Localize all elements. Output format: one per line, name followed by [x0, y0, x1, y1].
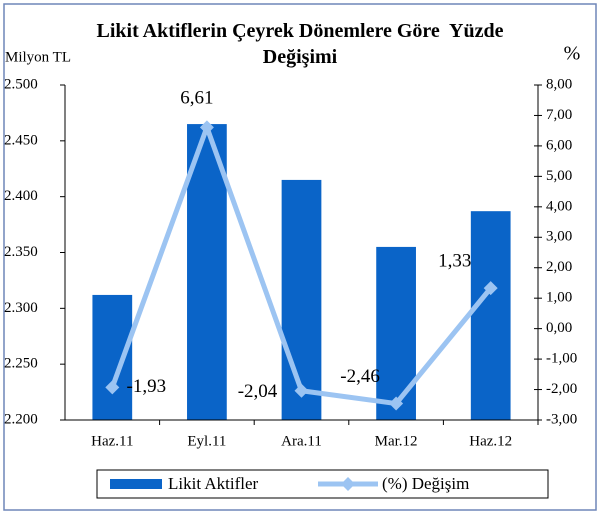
bar — [376, 246, 416, 420]
y2-tick-label: 7,00 — [546, 107, 572, 123]
x-tick-label: Ara.11 — [281, 433, 322, 449]
y-tick-label: 2.450 — [4, 132, 38, 148]
bar — [470, 211, 511, 420]
y-tick-label: 2.400 — [4, 188, 38, 204]
y-tick-label: 2.300 — [4, 300, 38, 316]
y2-tick-label: 5,00 — [546, 168, 572, 184]
x-tick-label: Haz.12 — [469, 433, 512, 449]
legend-marker — [341, 477, 355, 491]
y2-tick-label: 3,00 — [546, 229, 572, 245]
x-tick-label: Mar.12 — [375, 433, 418, 449]
y2-tick-label: 0,00 — [546, 320, 572, 336]
y2-tick-label: 4,00 — [546, 198, 572, 214]
legend-swatch — [110, 479, 162, 489]
line-marker — [105, 380, 120, 395]
line-marker — [199, 120, 214, 135]
y-tick-label: 2.200 — [4, 411, 38, 427]
data-label: -1,93 — [127, 376, 167, 397]
y-tick-label: 2.500 — [4, 76, 38, 92]
y2-tick-label: 1,00 — [546, 290, 572, 306]
bar — [92, 294, 133, 420]
legend-label: Likit Aktifler — [168, 474, 259, 493]
chart-title: Likit Aktiflerin Çeyrek Dönemlere Göre Y… — [96, 20, 509, 68]
y2-axis-label: % — [564, 43, 581, 65]
line-marker — [389, 396, 404, 411]
y-tick-label: 2.250 — [4, 356, 38, 372]
chart-border — [3, 3, 597, 511]
y2-tick-label: 6,00 — [546, 137, 572, 153]
y-tick-label: 2.350 — [4, 244, 38, 260]
y2-tick-label: 2,00 — [546, 259, 572, 275]
legend-label: (%) Değişim — [382, 474, 469, 493]
data-label: 6,61 — [180, 88, 213, 109]
bar — [187, 124, 227, 420]
y-axis-label: Milyon TL — [5, 49, 71, 65]
data-label: -2,04 — [238, 381, 278, 402]
data-label: -2,46 — [340, 366, 380, 387]
y2-tick-label: -3,00 — [546, 411, 577, 427]
y2-tick-label: -1,00 — [546, 351, 577, 367]
x-tick-label: Haz.11 — [91, 433, 133, 449]
y2-tick-label: 8,00 — [546, 76, 572, 92]
legend-box — [96, 469, 549, 499]
line-marker — [483, 281, 498, 296]
line-marker — [294, 383, 309, 398]
x-tick-label: Eyl.11 — [187, 433, 226, 449]
y2-tick-label: -2,00 — [546, 381, 577, 397]
bar — [281, 179, 322, 420]
data-label: 1,33 — [438, 250, 471, 271]
